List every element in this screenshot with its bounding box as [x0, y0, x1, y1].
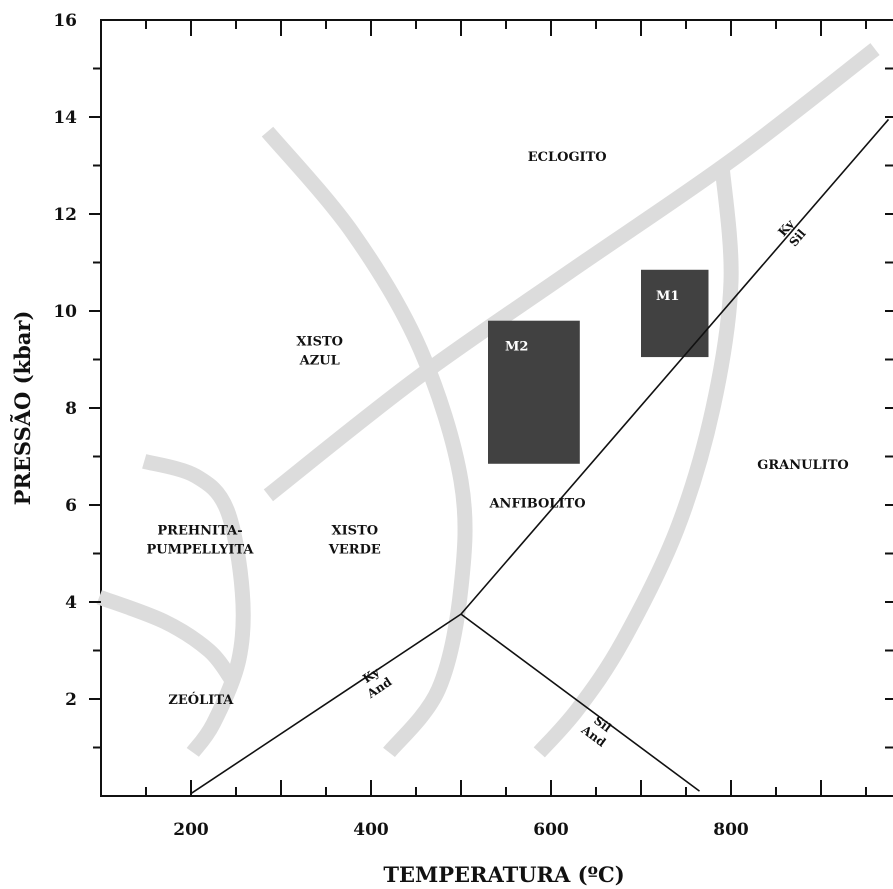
y-tick-label: 2 [65, 690, 77, 710]
y-tick-label: 6 [65, 496, 77, 516]
facies-boundary-1 [263, 43, 880, 502]
y-tick-label: 8 [65, 399, 77, 419]
facies-label: GRANULITO [757, 458, 848, 473]
y-tick-label: 4 [65, 593, 77, 613]
x-tick-label: 600 [533, 820, 569, 840]
facies-label: ANFIBOLITO [488, 497, 585, 512]
field-label-m2: M2 [505, 340, 528, 355]
reaction-line-ky-and [190, 613, 462, 795]
y-tick-label: 10 [53, 302, 77, 322]
facies-label: ECLOGITO [528, 150, 607, 165]
y-tick-label: 14 [53, 108, 77, 128]
facies-boundary-3 [533, 164, 739, 758]
y-tick-label: 16 [53, 11, 77, 31]
field-m2 [488, 320, 580, 464]
x-tick-label: 400 [353, 820, 389, 840]
facies-label: PUMPELLYITA [146, 542, 254, 557]
facies-label: XISTO [296, 334, 343, 349]
facies-label: XISTO [332, 523, 379, 538]
facies-label: VERDE [328, 542, 381, 557]
facies-boundary-5 [96, 590, 238, 685]
y-tick-label: 12 [53, 205, 77, 225]
reaction-line-and-sil [460, 613, 700, 792]
facies-boundary-2 [261, 126, 473, 758]
x-tick-label: 200 [173, 820, 209, 840]
field-label-m1: M1 [656, 289, 679, 304]
facies-boundary-4 [142, 454, 251, 757]
facies-label: ZEÓLITA [168, 691, 234, 708]
facies-boundaries [96, 43, 880, 758]
facies-label: PREHNITA- [157, 523, 242, 538]
x-axis-title: TEMPERATURA (ºC) [383, 862, 624, 887]
facies-label: AZUL [299, 353, 340, 368]
reaction-line-ky-sil [460, 118, 890, 615]
x-tick-label: 800 [713, 820, 749, 840]
y-axis-title: PRESSÃO (kbar) [10, 311, 35, 506]
field-m1 [641, 269, 709, 358]
